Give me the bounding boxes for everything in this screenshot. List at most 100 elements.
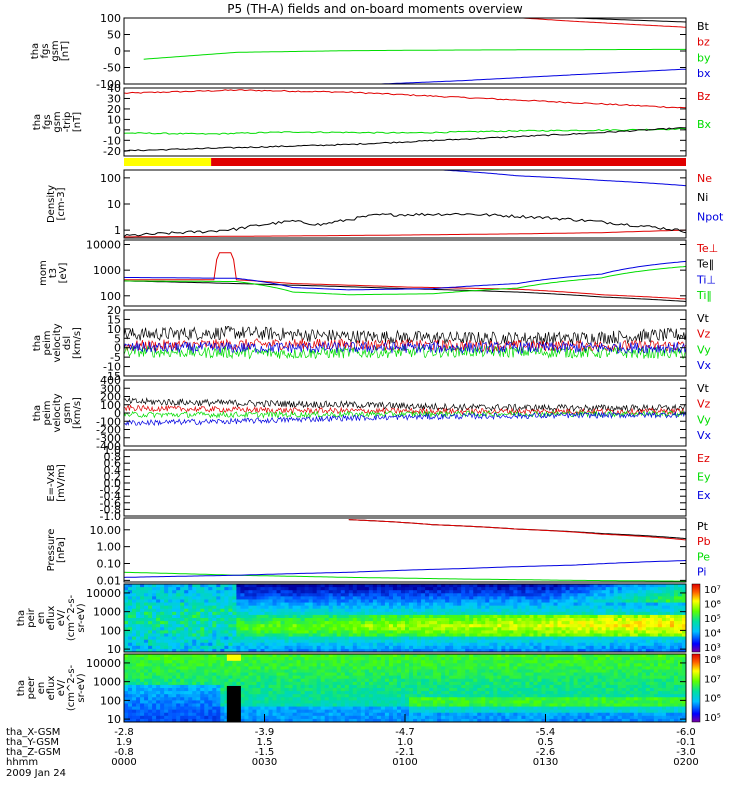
heatmap-cell [617,630,623,634]
heatmap-cell [581,642,587,647]
heatmap-cell [324,642,330,647]
heatmap-cell [324,694,330,698]
heatmap-cell [264,614,270,619]
y-axis-label: [km/s] [72,327,83,359]
heatmap-cell [417,660,422,664]
heatmap-cell [577,596,583,600]
heatmap-cell [192,694,197,698]
heatmap-cell [481,645,486,650]
heatmap-cell [232,663,237,667]
heatmap-cell [533,636,538,641]
y-axis-label: velocity [52,393,63,432]
heatmap-cell [356,697,362,701]
heatmap-cell [220,584,225,588]
heatmap-cell [400,700,406,704]
heatmap-cell [601,636,607,641]
heatmap-cell [148,660,153,664]
heatmap-cell [124,654,129,658]
heatmap-cell [224,706,229,711]
heatmap-cell [184,599,189,604]
heatmap-cell [176,718,181,722]
heatmap-cell [184,718,189,722]
heatmap-cell [400,590,406,594]
heatmap-cell [188,684,193,689]
heatmap-cell [192,718,197,722]
heatmap-cell [360,675,366,680]
heatmap-cell [288,703,294,708]
heatmap-cell [144,645,149,650]
heatmap-cell [244,663,249,667]
heatmap-cell [308,657,314,661]
heatmap-cell [537,587,542,591]
heatmap-cell [617,642,623,647]
heatmap-cell [316,633,322,638]
heatmap-cell [489,608,494,613]
heatmap-cell [148,694,153,698]
colorbar-label: 10⁶ [704,600,721,611]
heatmap-cell [665,593,671,597]
heatmap-cell [368,691,374,695]
heatmap-cell [629,618,635,622]
heatmap-cell [188,614,193,619]
heatmap-cell [292,675,298,680]
heatmap-cell [429,633,434,638]
heatmap-cell [252,618,257,622]
heatmap-cell [132,596,137,600]
heatmap-cell [621,627,627,631]
heatmap-cell [336,672,342,677]
heatmap-cell [248,718,253,722]
heatmap-cell [176,709,181,714]
heatmap-cell [577,618,583,622]
heatmap-cell [192,672,197,677]
heatmap-cell [128,672,133,677]
heatmap-cell [629,642,635,647]
heatmap-cell [388,718,394,722]
heatmap-cell [216,663,221,667]
heatmap-cell [457,599,462,604]
heatmap-cell [216,633,221,638]
heatmap-cell [541,593,546,597]
heatmap-cell [168,599,173,604]
heatmap-cell [356,654,362,658]
heatmap-cell [565,611,571,616]
heatmap-cell [396,715,402,720]
heatmap-cell [356,624,362,628]
heatmap-cell [284,648,290,652]
y-tick-label: 0.6 [104,457,122,470]
heatmap-cell [352,611,358,616]
heatmap-cell [372,636,378,641]
heatmap-cell [384,645,390,650]
heatmap-cell [677,645,683,650]
heatmap-cell [244,614,249,619]
heatmap-cell [445,624,450,628]
heatmap-cell [144,602,149,607]
heatmap-cell [348,666,354,670]
heatmap-cell [340,599,346,604]
heatmap-cell [537,605,542,610]
heatmap-cell [244,678,249,683]
heatmap-cell [413,596,418,600]
heatmap-cell [553,605,559,610]
heatmap-cell [529,587,534,591]
heatmap-cell [489,645,494,650]
heatmap-cell [276,599,282,604]
heatmap-cell [324,633,330,638]
heatmap-cell [477,590,482,594]
heatmap-cell [268,654,274,658]
heatmap-cell [292,684,298,689]
heatmap-cell [396,672,402,677]
heatmap-cell [248,663,253,667]
heatmap-cell [204,627,209,631]
heatmap-cell [136,627,141,631]
heatmap-cell [292,694,298,698]
heatmap-cell [477,645,482,650]
heatmap-cell [152,605,157,610]
series-line-Vt [124,325,686,346]
heatmap-cell [288,611,294,616]
heatmap-cell [360,618,366,622]
heatmap-cell [180,691,185,695]
heatmap-cell [200,611,205,616]
heatmap-cell [160,590,165,594]
heatmap-cell [605,639,611,644]
heatmap-cell [368,718,374,722]
